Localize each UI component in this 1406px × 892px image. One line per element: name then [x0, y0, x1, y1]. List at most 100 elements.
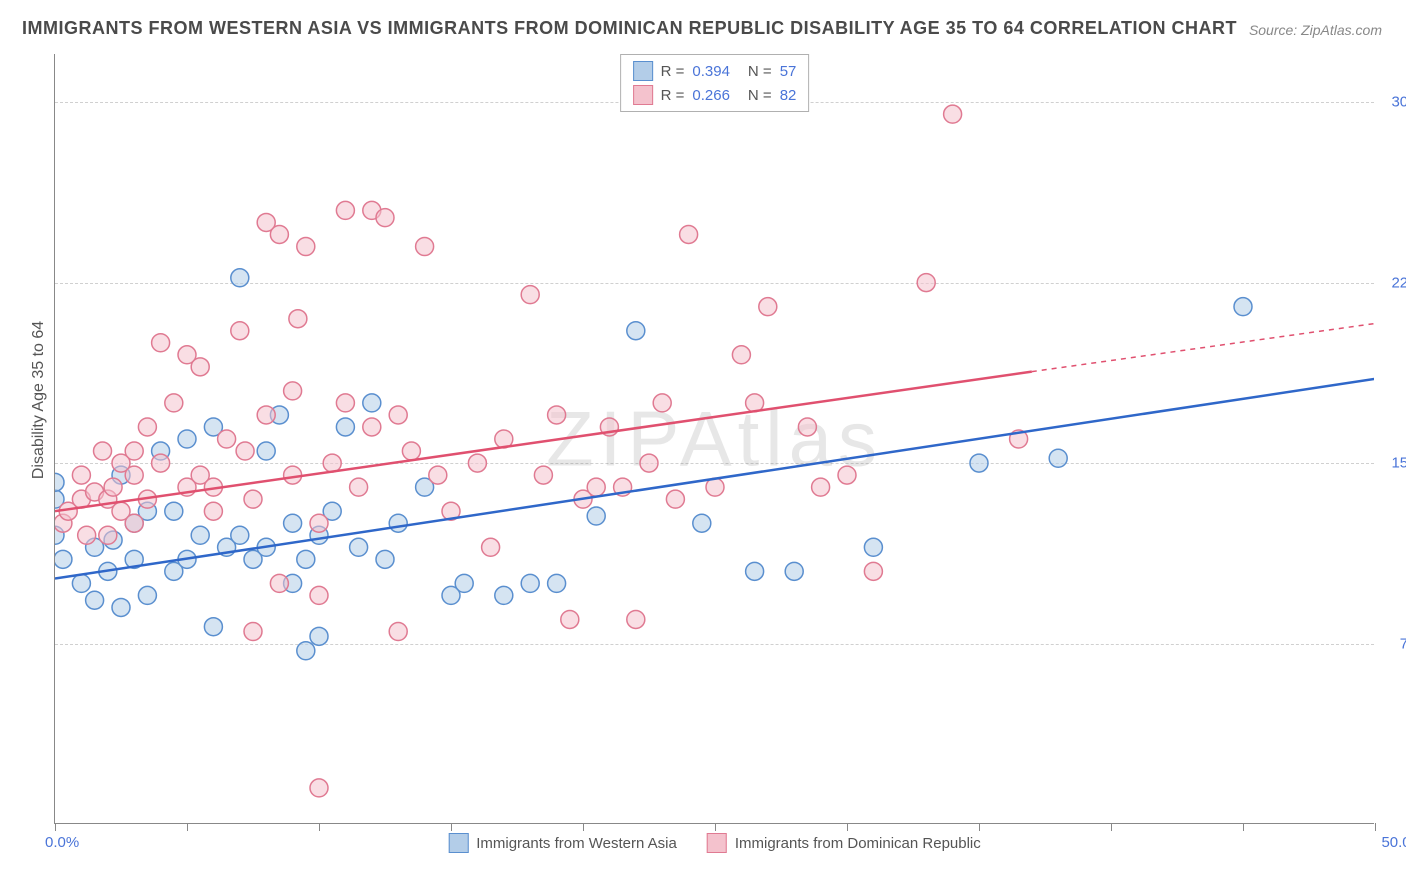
legend-r-label: R = — [661, 63, 685, 80]
scatter-point — [970, 454, 988, 472]
scatter-point — [218, 430, 236, 448]
scatter-point — [112, 598, 130, 616]
scatter-point — [917, 274, 935, 292]
chart-plot-area: ZIPAtlas R = 0.394 N = 57 R = 0.266 N = … — [54, 54, 1374, 824]
scatter-point — [1049, 449, 1067, 467]
scatter-point — [257, 442, 275, 460]
scatter-point — [270, 574, 288, 592]
scatter-point — [482, 538, 500, 556]
scatter-point — [336, 418, 354, 436]
scatter-point — [812, 478, 830, 496]
scatter-point — [204, 502, 222, 520]
scatter-point — [99, 526, 117, 544]
scatter-point — [640, 454, 658, 472]
scatter-point — [693, 514, 711, 532]
legend-swatch-pink — [633, 85, 653, 105]
scatter-point — [944, 105, 962, 123]
scatter-point — [310, 514, 328, 532]
scatter-point — [389, 623, 407, 641]
scatter-point — [310, 627, 328, 645]
scatter-point — [666, 490, 684, 508]
y-tick-label: 30.0% — [1391, 94, 1406, 111]
scatter-point — [521, 574, 539, 592]
scatter-point — [521, 286, 539, 304]
scatter-point — [55, 473, 64, 491]
x-tick — [1243, 823, 1244, 831]
scatter-point — [284, 382, 302, 400]
scatter-point — [86, 591, 104, 609]
scatter-point — [785, 562, 803, 580]
scatter-point — [534, 466, 552, 484]
scatter-point — [270, 225, 288, 243]
scatter-point — [125, 466, 143, 484]
scatter-point — [350, 478, 368, 496]
scatter-point — [152, 334, 170, 352]
scatter-point — [838, 466, 856, 484]
x-tick — [847, 823, 848, 831]
scatter-point — [587, 478, 605, 496]
x-axis-min-label: 0.0% — [45, 834, 79, 851]
scatter-point — [1234, 298, 1252, 316]
scatter-point — [204, 618, 222, 636]
scatter-point — [350, 538, 368, 556]
legend-swatch-pink — [707, 833, 727, 853]
source-label: Source: ZipAtlas.com — [1249, 22, 1382, 38]
scatter-point — [798, 418, 816, 436]
trend-line-extended — [1032, 324, 1374, 372]
legend-label-1: Immigrants from Western Asia — [476, 835, 677, 852]
scatter-point — [297, 238, 315, 256]
scatter-point — [336, 201, 354, 219]
trend-line — [55, 372, 1032, 512]
scatter-point — [376, 209, 394, 227]
legend-swatch-blue — [633, 61, 653, 81]
scatter-point — [389, 406, 407, 424]
scatter-point — [548, 574, 566, 592]
scatter-point — [416, 238, 434, 256]
scatter-point — [125, 442, 143, 460]
scatter-point — [402, 442, 420, 460]
legend-n-label: N = — [748, 87, 772, 104]
y-axis-label: Disability Age 35 to 64 — [30, 321, 48, 479]
scatter-point — [627, 610, 645, 628]
scatter-point — [138, 586, 156, 604]
x-axis-max-label: 50.0% — [1381, 834, 1406, 851]
scatter-point — [236, 442, 254, 460]
legend-item-western-asia: Immigrants from Western Asia — [448, 833, 677, 853]
scatter-point — [864, 562, 882, 580]
scatter-point — [94, 442, 112, 460]
scatter-point — [78, 526, 96, 544]
y-tick-label: 7.5% — [1400, 635, 1406, 652]
x-tick — [715, 823, 716, 831]
chart-title: IMMIGRANTS FROM WESTERN ASIA VS IMMIGRAN… — [22, 18, 1237, 39]
scatter-point — [310, 586, 328, 604]
series-legend: Immigrants from Western Asia Immigrants … — [448, 833, 981, 853]
scatter-point — [561, 610, 579, 628]
scatter-point — [104, 478, 122, 496]
scatter-point — [455, 574, 473, 592]
scatter-point — [244, 623, 262, 641]
scatter-point — [336, 394, 354, 412]
y-tick-label: 15.0% — [1391, 455, 1406, 472]
scatter-point — [429, 466, 447, 484]
legend-n-value-1: 57 — [780, 63, 797, 80]
x-tick — [187, 823, 188, 831]
scatter-point — [363, 394, 381, 412]
scatter-point — [323, 454, 341, 472]
x-tick — [979, 823, 980, 831]
scatter-point — [627, 322, 645, 340]
scatter-point — [125, 514, 143, 532]
scatter-point — [297, 550, 315, 568]
scatter-point — [746, 562, 764, 580]
scatter-point — [376, 550, 394, 568]
scatter-point — [191, 526, 209, 544]
scatter-point — [495, 586, 513, 604]
scatter-point — [468, 454, 486, 472]
scatter-point — [680, 225, 698, 243]
legend-row-series-1: R = 0.394 N = 57 — [633, 59, 797, 83]
x-tick — [1111, 823, 1112, 831]
legend-row-series-2: R = 0.266 N = 82 — [633, 83, 797, 107]
x-tick — [583, 823, 584, 831]
scatter-point — [732, 346, 750, 364]
scatter-point — [864, 538, 882, 556]
scatter-point — [548, 406, 566, 424]
